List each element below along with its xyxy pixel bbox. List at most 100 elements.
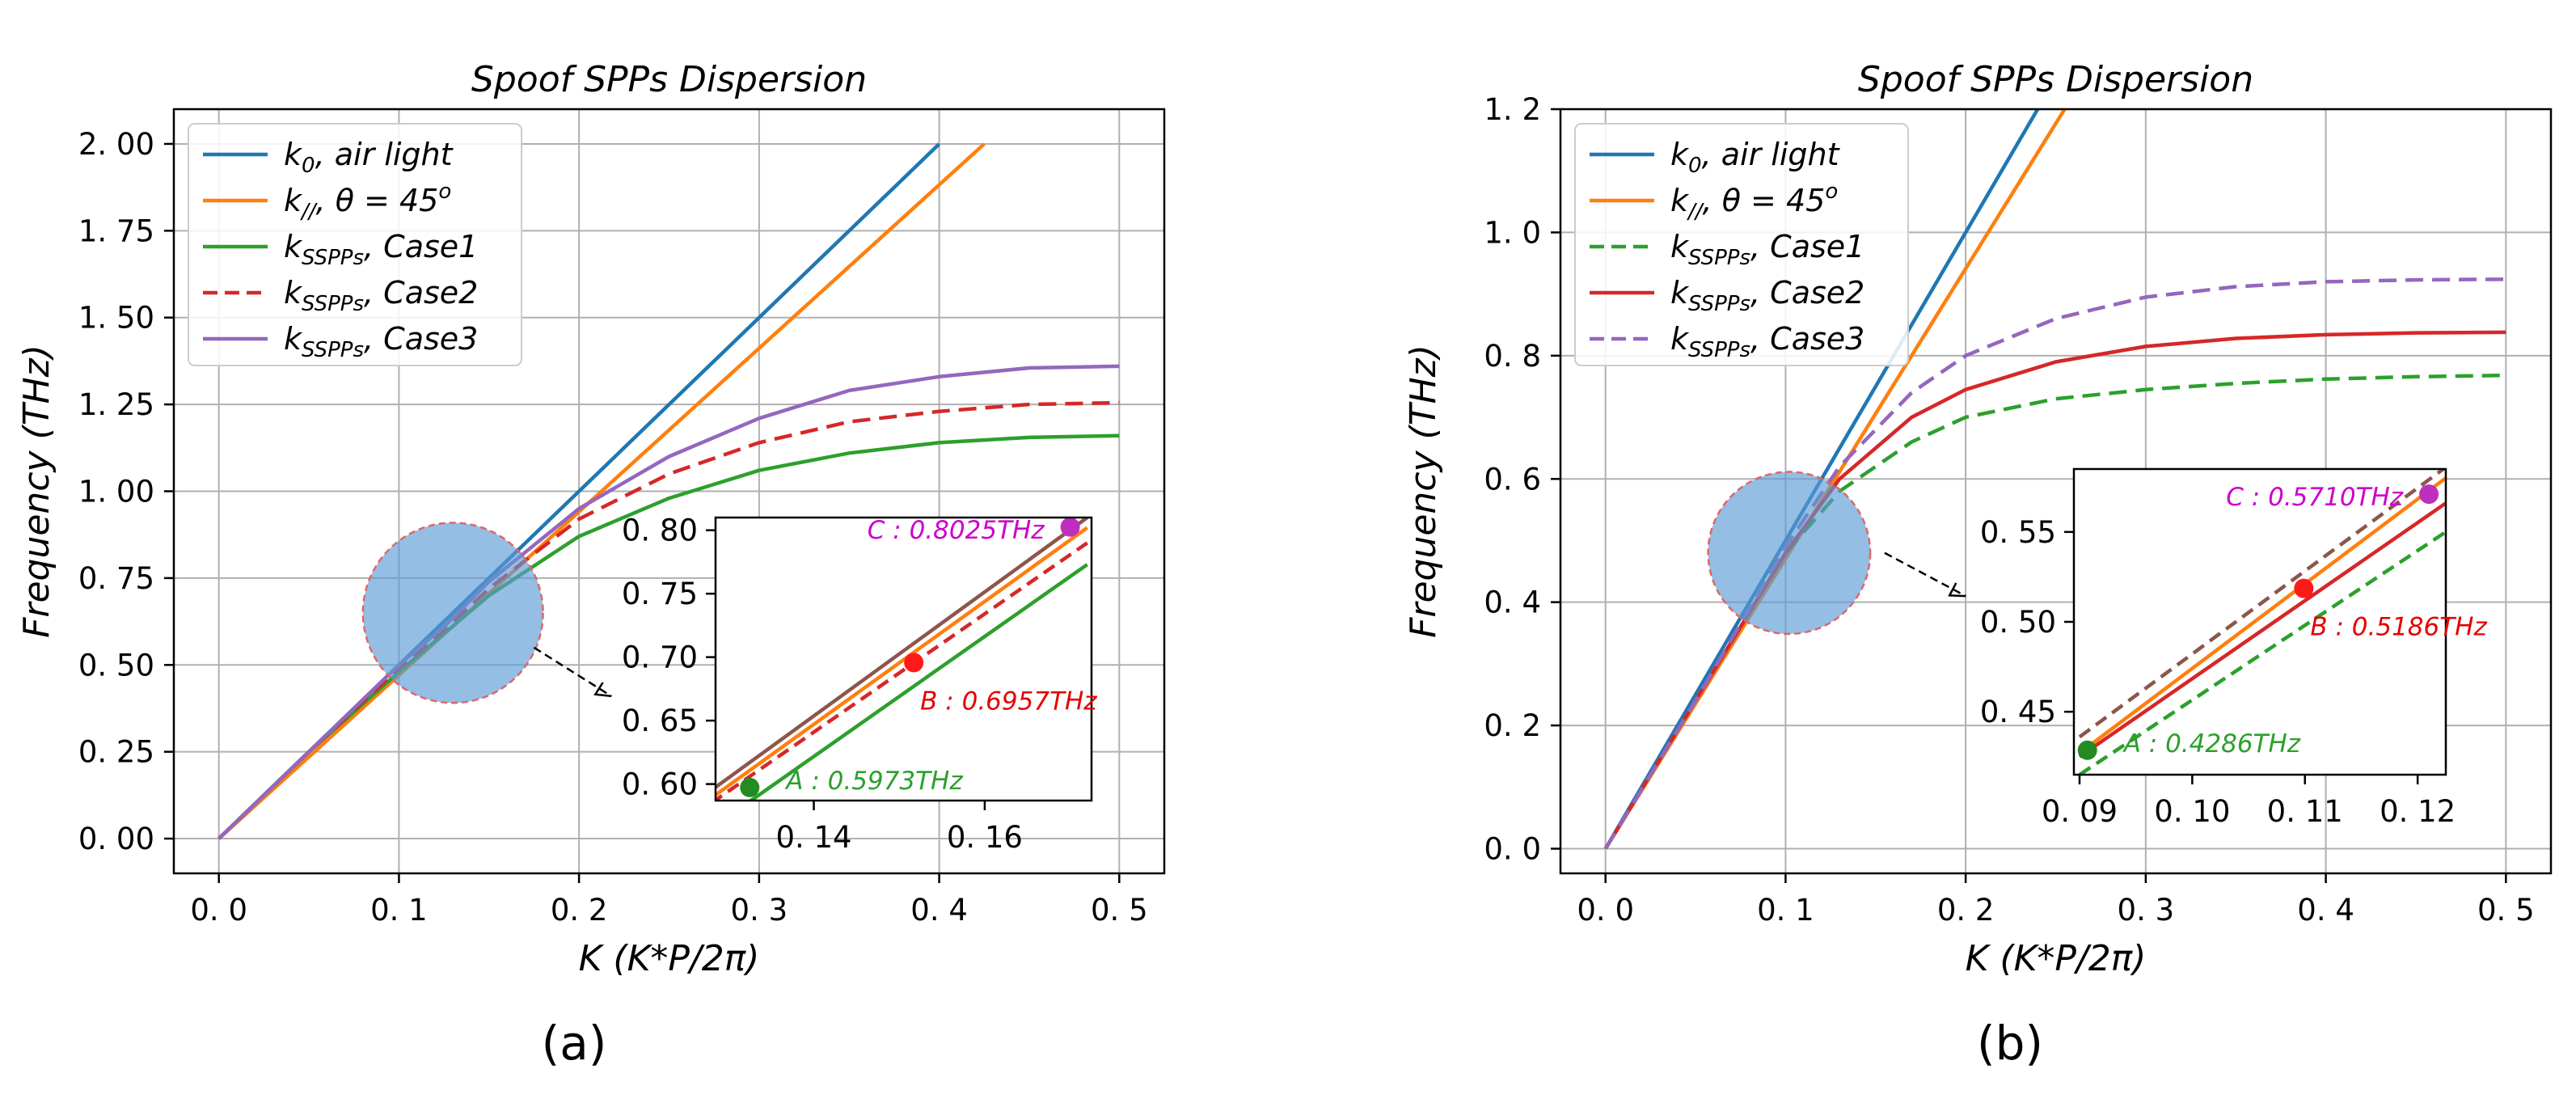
legend-entry-subscript: SSPPs bbox=[1688, 338, 1750, 362]
legend-entry: k0, air light bbox=[284, 137, 454, 178]
y-tick-label: 1. 75 bbox=[78, 213, 154, 248]
zoom-arrow bbox=[1884, 552, 1966, 598]
series-line-5 bbox=[217, 364, 1120, 840]
inset-x-tick-label: 0. 14 bbox=[775, 820, 851, 855]
y-tick-label: 1. 50 bbox=[78, 301, 154, 336]
legend-entry: k//, θ = 45o bbox=[1670, 180, 1838, 224]
x-tick-label: 0. 1 bbox=[1757, 893, 1814, 928]
inset-x-tick-label: 0. 11 bbox=[2267, 794, 2343, 829]
chart-title: Spoof SPPs Dispersion bbox=[471, 59, 867, 100]
legend-entry-text: , Case3 bbox=[364, 321, 478, 357]
y-tick-label: 0. 4 bbox=[1484, 585, 1541, 620]
inset-background bbox=[2074, 469, 2446, 775]
series-line-4 bbox=[217, 400, 1120, 840]
panel-a: 0. 0 0. 1 0. 2 0. 3 0. 4 0. 5 0. 00 0. 25 0. 50 0… bbox=[16, 59, 1166, 1071]
x-tick-label: 0. 4 bbox=[910, 893, 968, 928]
inset-x-tick-label: 0. 16 bbox=[947, 820, 1023, 855]
y-tick-label: 2. 00 bbox=[78, 127, 154, 162]
legend-entry-symbol: k bbox=[284, 321, 303, 357]
y-tick-label: 0. 00 bbox=[78, 822, 154, 856]
inset-series-line-4 bbox=[2078, 530, 2446, 775]
legend-box bbox=[188, 123, 522, 366]
inset-x-tick-label: 0. 09 bbox=[2042, 794, 2118, 829]
zoom-region-circle bbox=[361, 522, 544, 704]
inset-marker-point bbox=[2077, 740, 2097, 760]
chart-title: Spoof SPPs Dispersion bbox=[1858, 59, 2253, 100]
legend-entry-symbol: k bbox=[1670, 321, 1690, 357]
x-axis-label: K (K*P/2π) bbox=[1966, 938, 2147, 979]
x-tick-label: 0. 3 bbox=[2118, 893, 2175, 928]
legend-entry-superscript: o bbox=[1825, 180, 1838, 204]
inset-point-label: B : 0.5186THz bbox=[2310, 613, 2487, 642]
inset-marker-point bbox=[1060, 517, 1080, 537]
legend-entry-text: , air light bbox=[1702, 137, 1841, 172]
zoom-arrow bbox=[533, 646, 612, 697]
legend-entry-symbol: k bbox=[1670, 137, 1690, 172]
inset-y-tick-label: 0. 65 bbox=[622, 704, 698, 738]
inset: 0. 09 0. 10 0. 11 0. 12 0. 45 0. 50 0. 55 A : 0… bbox=[1980, 467, 2487, 829]
y-tick-label: 1. 25 bbox=[78, 387, 154, 422]
legend-entry-symbol: k bbox=[1670, 183, 1690, 218]
y-tick-label: 1. 00 bbox=[78, 475, 154, 509]
inset-y-tick-label: 0. 50 bbox=[1980, 605, 2056, 640]
inset-series-line-2 bbox=[716, 526, 1089, 797]
legend-entry-subscript: // bbox=[300, 200, 319, 224]
legend-entry: kSSPPs, Case2 bbox=[284, 275, 478, 316]
x-tick-label: 0. 2 bbox=[551, 893, 608, 928]
inset-point-label: A : 0.4286THz bbox=[2122, 729, 2301, 759]
y-tick-label: 1. 0 bbox=[1484, 215, 1541, 250]
inset-series-line-1 bbox=[2078, 469, 2446, 739]
legend-entry-subscript: SSPPs bbox=[1688, 292, 1750, 316]
legend-entry-subscript: SSPPs bbox=[302, 246, 364, 270]
x-tick-label: 0. 1 bbox=[370, 893, 428, 928]
legend-entry-text: , Case2 bbox=[1750, 275, 1864, 311]
legend-entry-symbol: k bbox=[284, 183, 303, 218]
legend-entry: k//, θ = 45o bbox=[284, 180, 451, 224]
legend-entry-text: , Case3 bbox=[1750, 321, 1864, 357]
y-tick-label: 0. 50 bbox=[78, 648, 154, 683]
legend-entry-text: , Case1 bbox=[1750, 229, 1864, 264]
axes-frame bbox=[1559, 108, 2553, 875]
inset-marker-point bbox=[740, 777, 760, 797]
legend-entry-symbol: k bbox=[284, 275, 303, 311]
legend-entry-subscript: SSPPs bbox=[302, 292, 364, 316]
zoom-arrow-head bbox=[593, 682, 612, 698]
y-tick-label: 0. 2 bbox=[1484, 708, 1541, 743]
x-tick-label: 0. 0 bbox=[190, 893, 247, 928]
legend-entry: kSSPPs, Case3 bbox=[284, 321, 478, 362]
y-tick-label: 0. 8 bbox=[1484, 339, 1541, 374]
y-tick-label: 0. 6 bbox=[1484, 462, 1541, 497]
y-tick-label: 0. 0 bbox=[1484, 832, 1541, 867]
legend-entry: kSSPPs, Case3 bbox=[1670, 321, 1864, 362]
inset-y-tick-label: 0. 75 bbox=[622, 577, 698, 611]
panel-b: 0. 0 0. 1 0. 2 0. 3 0. 4 0. 5 0. 0 0. 2 0. 4 0. 6… bbox=[1403, 59, 2553, 1071]
inset-point-label: C : 0.8025THz bbox=[868, 516, 1045, 545]
legend-entry-superscript: o bbox=[438, 180, 451, 204]
inset-plot-area bbox=[2078, 469, 2446, 775]
panel-sublabel: (b) bbox=[1977, 1016, 2043, 1071]
inset-marker-point bbox=[904, 653, 924, 673]
legend-entry-symbol: k bbox=[284, 137, 303, 172]
inset-series-line-3 bbox=[2078, 501, 2446, 759]
x-tick-label: 0. 3 bbox=[731, 893, 788, 928]
legend-entry-text: , θ = 45 bbox=[316, 183, 439, 218]
inset-y-tick-label: 0. 55 bbox=[1980, 515, 2056, 550]
panel-sublabel: (a) bbox=[542, 1016, 607, 1071]
x-tick-label: 0. 5 bbox=[2477, 893, 2535, 928]
inset-series-line-4 bbox=[747, 563, 1088, 801]
series-line-2 bbox=[217, 142, 986, 840]
legend-entry-subscript: SSPPs bbox=[302, 338, 364, 362]
inset-plot-area bbox=[716, 518, 1089, 801]
x-tick-label: 0. 5 bbox=[1091, 893, 1148, 928]
legend-entry-text: , θ = 45 bbox=[1703, 183, 1826, 218]
legend-entry-subscript: // bbox=[1687, 200, 1705, 224]
inset-x-tick-label: 0. 12 bbox=[2380, 794, 2456, 829]
x-tick-label: 0. 0 bbox=[1577, 893, 1634, 928]
y-tick-label: 1. 2 bbox=[1484, 92, 1541, 127]
legend-entry: kSSPPs, Case1 bbox=[284, 229, 478, 270]
inset-y-tick-label: 0. 60 bbox=[622, 767, 698, 802]
legend-entry-subscript: SSPPs bbox=[1688, 246, 1750, 270]
legend-entry-subscript: 0 bbox=[302, 154, 315, 178]
legend-entry: kSSPPs, Case2 bbox=[1670, 275, 1864, 316]
